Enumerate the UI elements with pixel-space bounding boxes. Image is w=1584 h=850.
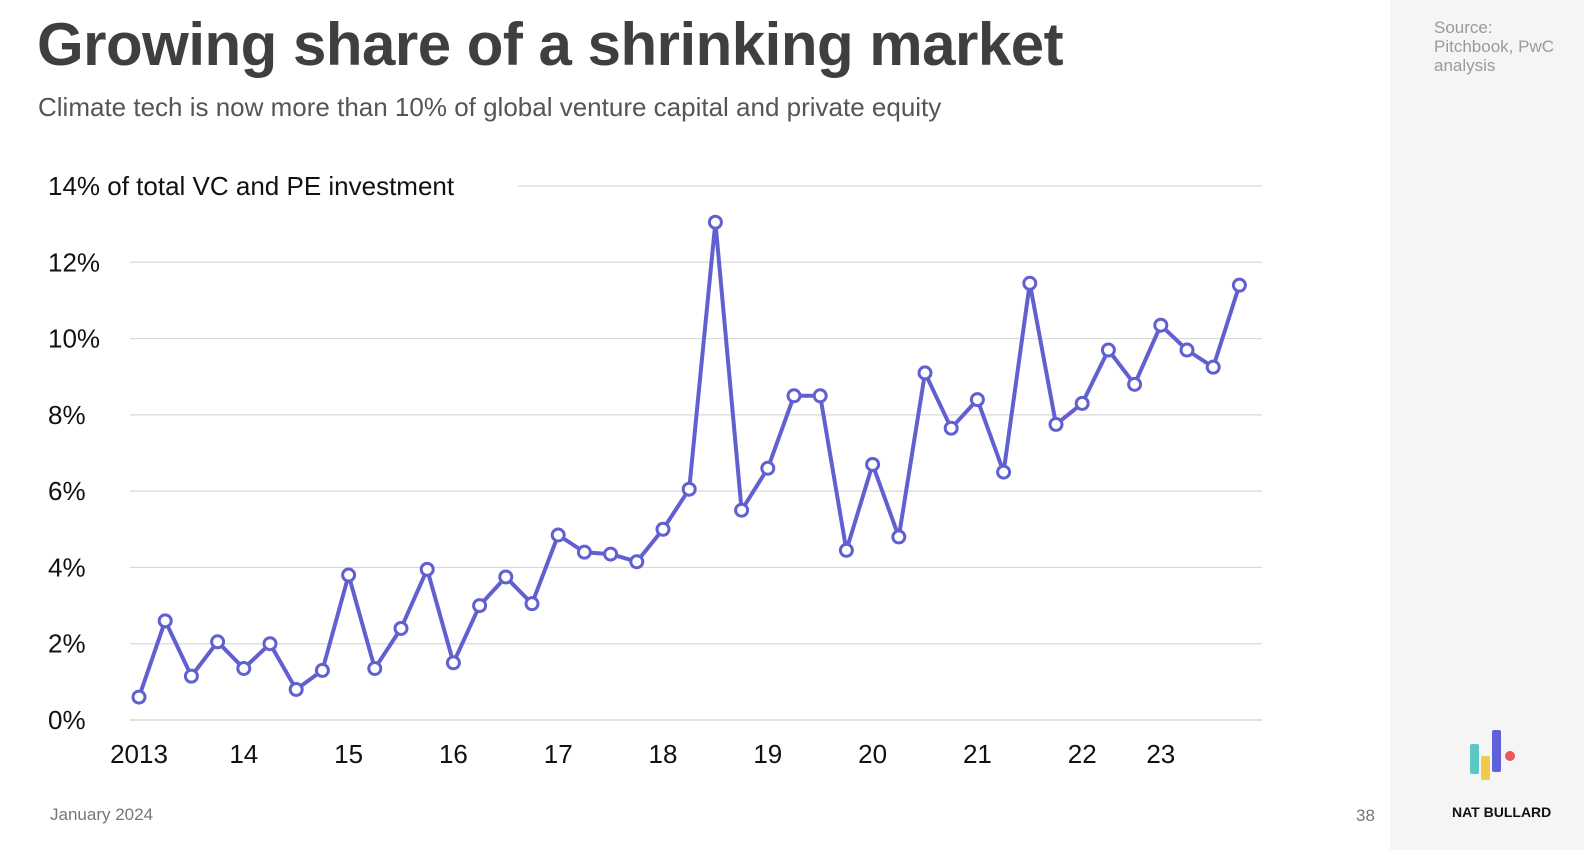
y-tick-label: 10% [48, 324, 100, 354]
y-tick-label: 8% [48, 400, 86, 430]
y-tick-label: 0% [48, 705, 86, 735]
data-point [812, 388, 828, 404]
x-tick-label: 20 [858, 739, 887, 769]
x-tick-label: 22 [1068, 739, 1097, 769]
footer-date: January 2024 [50, 805, 154, 824]
data-point [1205, 359, 1221, 375]
data-point [524, 596, 540, 612]
data-point [629, 554, 645, 570]
data-point [786, 388, 802, 404]
data-point [603, 546, 619, 562]
x-tick-label: 16 [439, 739, 468, 769]
data-point [996, 464, 1012, 480]
x-tick-label: 21 [963, 739, 992, 769]
data-point [1048, 416, 1064, 432]
data-point [655, 521, 671, 537]
data-point [157, 613, 173, 629]
brand-logo-icon [1470, 730, 1515, 780]
data-point [1074, 395, 1090, 411]
data-point [1127, 376, 1143, 392]
data-point [1153, 317, 1169, 333]
grid-layer [130, 185, 1262, 721]
data-point [341, 567, 357, 583]
data-point [210, 634, 226, 650]
logo-bar-teal [1470, 744, 1479, 774]
data-point [236, 661, 252, 677]
data-point [367, 661, 383, 677]
x-tick-label: 14 [229, 739, 258, 769]
data-point [262, 636, 278, 652]
series-line [137, 220, 1242, 698]
y-tick-label: 12% [48, 247, 100, 277]
data-point [314, 662, 330, 678]
data-point [681, 481, 697, 497]
data-point [1231, 277, 1247, 293]
y-tick-label: 6% [48, 476, 86, 506]
data-point [550, 527, 566, 543]
data-point [891, 529, 907, 545]
y-tick-label: 14% of total VC and PE investment [48, 171, 455, 201]
data-point [576, 544, 592, 560]
data-points [131, 214, 1247, 705]
logo-bar-purple [1492, 730, 1501, 772]
page-number: 38 [1356, 806, 1375, 825]
source-note: Source: Pitchbook, PwC analysis [1434, 18, 1554, 75]
x-tick-label: 15 [334, 739, 363, 769]
logo-bar-yellow [1481, 756, 1490, 780]
data-point [393, 620, 409, 636]
line-chart: 0% 2% 4% 6% 8% 10% 12% 14% of total VC and PE i… [48, 171, 1262, 769]
data-point [183, 668, 199, 684]
data-point [838, 542, 854, 558]
page-subtitle: Climate tech is now more than 10% of glo… [38, 92, 942, 122]
data-point [1179, 342, 1195, 358]
data-point [419, 561, 435, 577]
data-point [498, 569, 514, 585]
data-point [969, 392, 985, 408]
page-title: Growing share of a shrinking market [37, 11, 1064, 78]
x-tick-label: 23 [1146, 739, 1175, 769]
x-tick-label: 19 [753, 739, 782, 769]
data-point [917, 365, 933, 381]
data-point [1022, 275, 1038, 291]
data-point [760, 460, 776, 476]
logo-dot-red [1505, 751, 1515, 761]
y-axis: 0% 2% 4% 6% 8% 10% 12% 14% of total VC and PE i… [48, 171, 455, 735]
x-tick-label: 17 [544, 739, 573, 769]
data-point [707, 214, 723, 230]
x-tick-label: 2013 [110, 739, 168, 769]
x-axis: 2013 14 15 16 17 18 19 20 21 22 23 [110, 739, 1175, 769]
y-tick-label: 4% [48, 552, 86, 582]
data-point [472, 598, 488, 614]
data-point [943, 420, 959, 436]
data-point [445, 655, 461, 671]
x-tick-label: 18 [649, 739, 678, 769]
brand-name: NAT BULLARD [1452, 804, 1552, 820]
data-point [288, 681, 304, 697]
sidebar-panel [1390, 0, 1584, 850]
data-point [734, 502, 750, 518]
data-point [1100, 342, 1116, 358]
data-point [865, 456, 881, 472]
y-tick-label: 2% [48, 629, 86, 659]
data-point [131, 689, 147, 705]
